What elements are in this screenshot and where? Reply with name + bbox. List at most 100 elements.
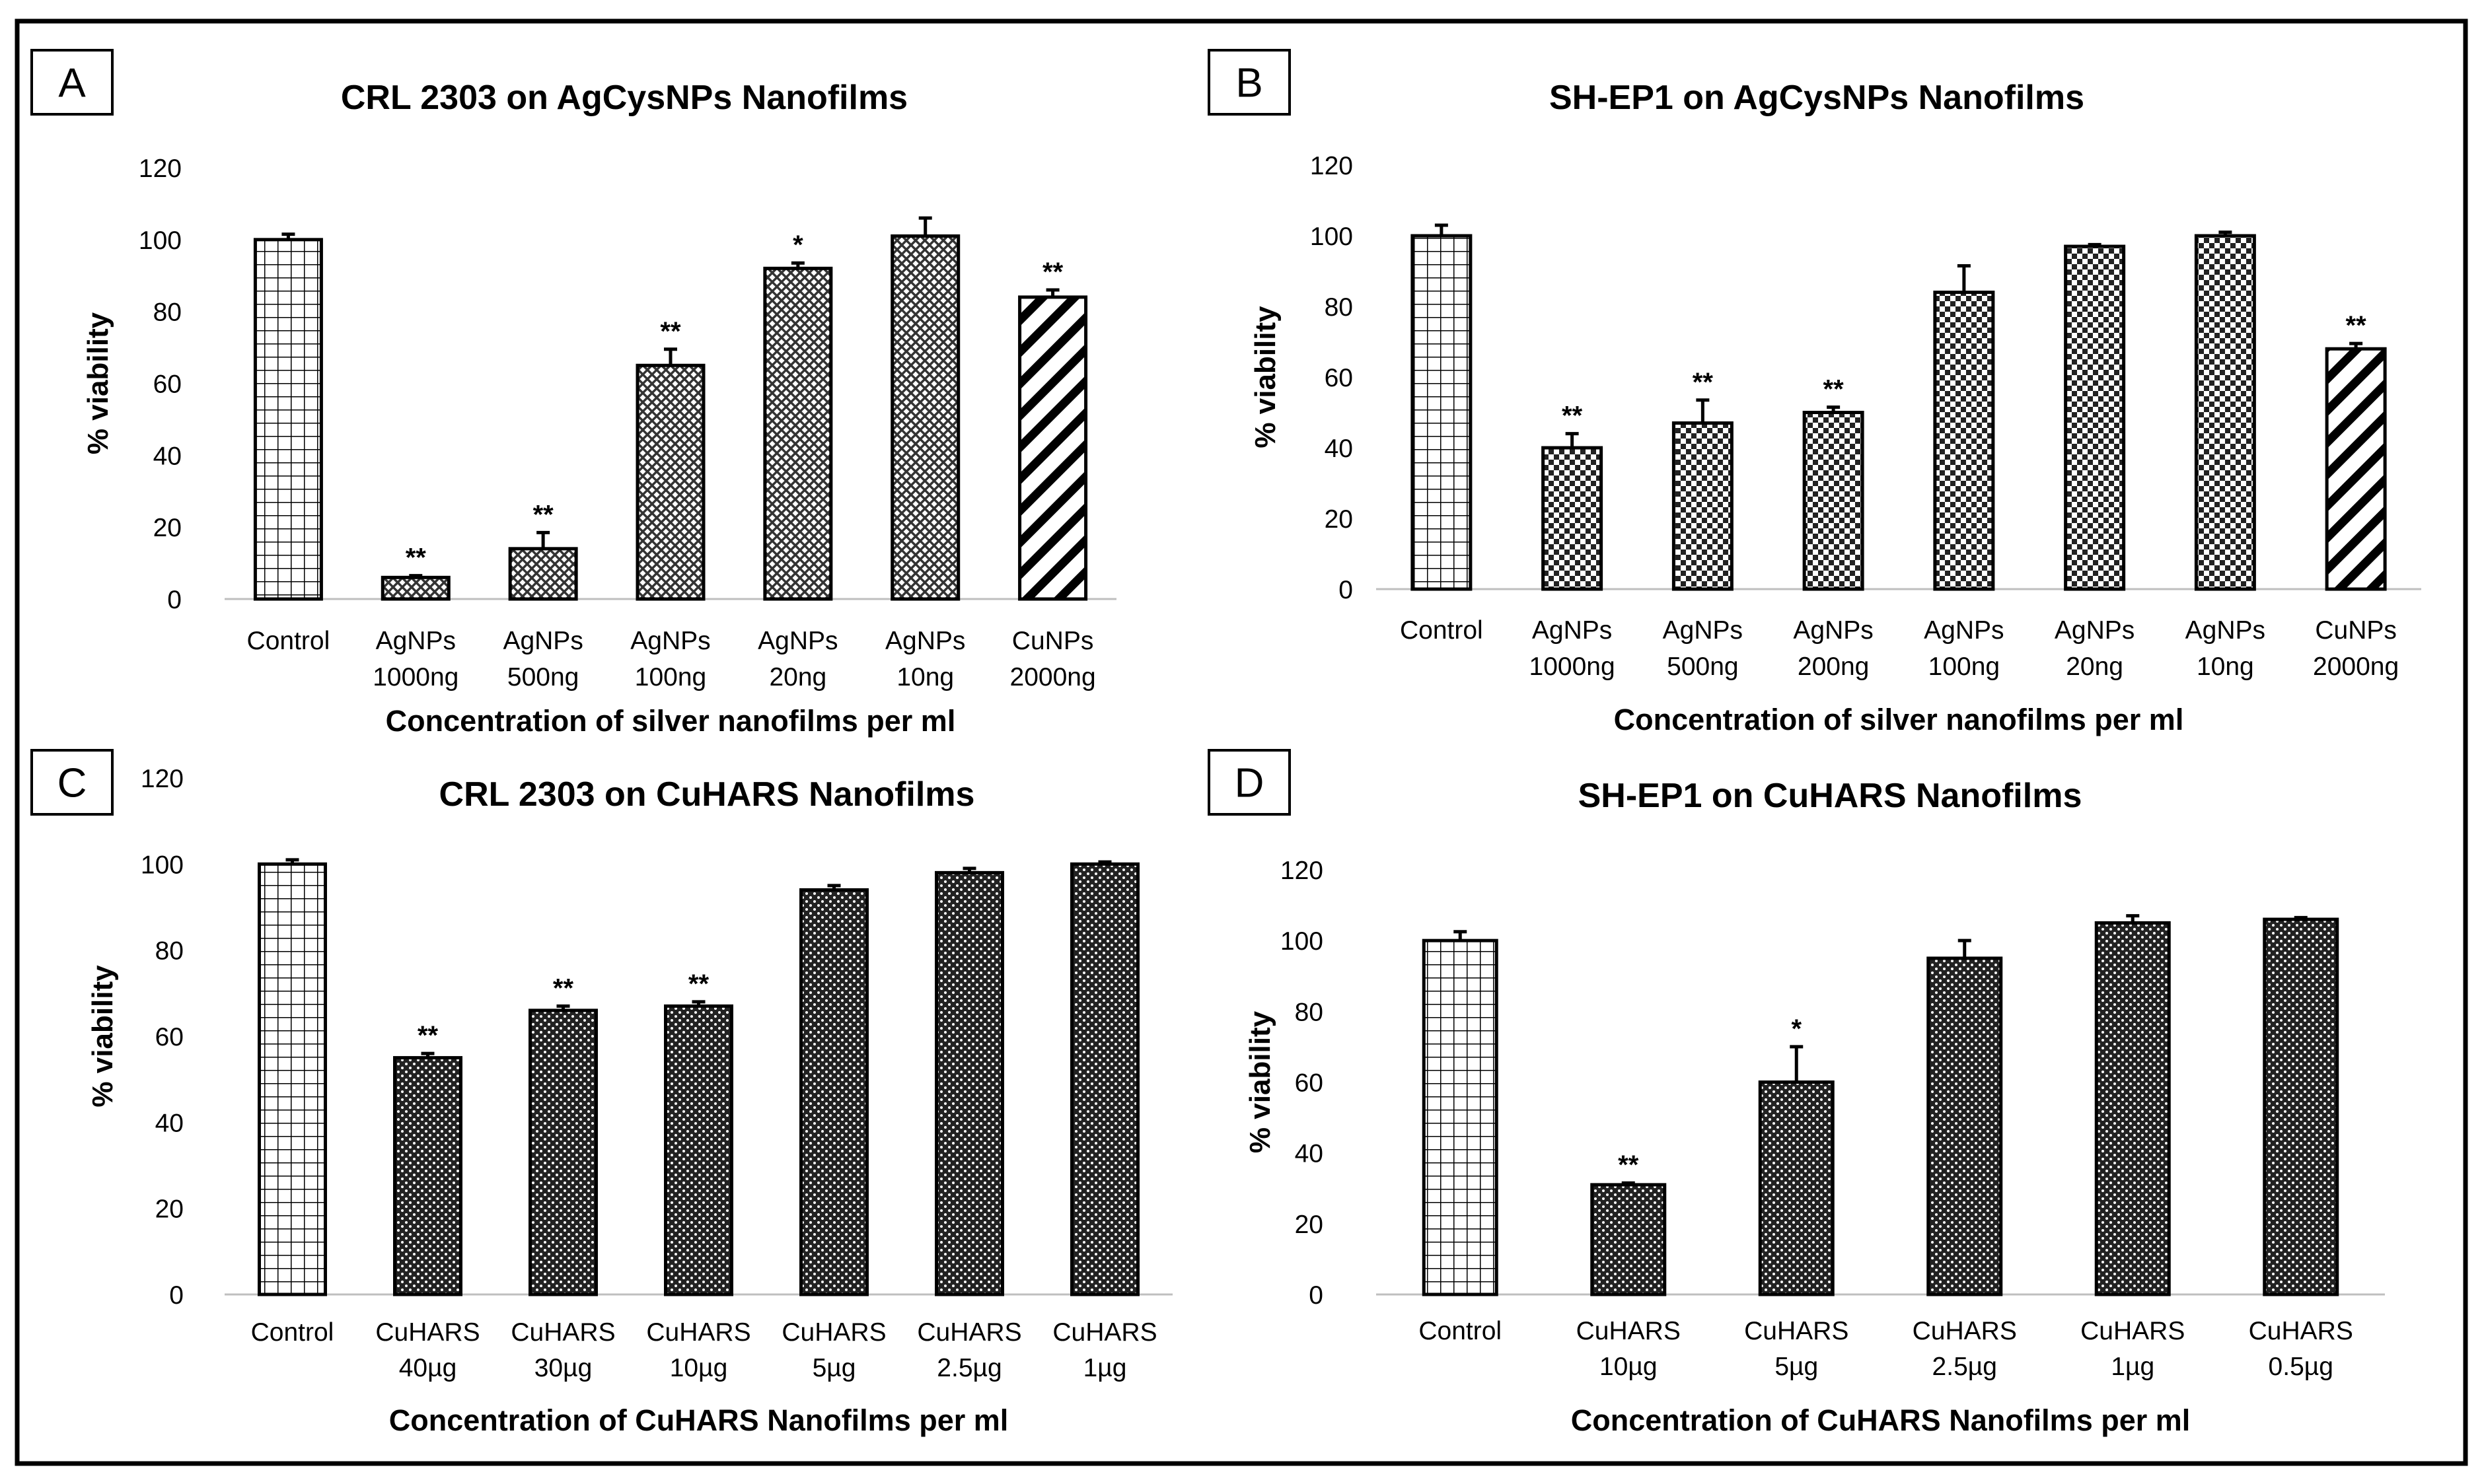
y-tick-label: 40	[155, 1109, 184, 1137]
x-tick-label: AgNPs	[2185, 616, 2265, 645]
bar	[1018, 295, 1088, 601]
significance-marker: **	[1823, 374, 1845, 404]
bar	[2094, 921, 2171, 1296]
bar	[258, 862, 327, 1296]
x-tick-label: AgNPs	[758, 627, 838, 655]
bar	[799, 888, 869, 1296]
panel-a: A CRL 2303 on AgCysNPs Nanofilms 0 20 40 60 80…	[30, 49, 1116, 738]
panel-b: B SH-EP1 on AgCysNPs Nanofilms 0 20 40 60 80 10…	[1208, 49, 2421, 736]
x-tick-label: CuNPs	[1012, 627, 1094, 655]
x-tick-label: AgNPs	[1532, 616, 1612, 645]
x-tick-label: CuNPs	[2315, 616, 2397, 645]
y-tick-label: 20	[155, 1195, 184, 1224]
bar	[891, 234, 961, 601]
x-tick-label: 1000ng	[1529, 653, 1615, 681]
bar	[636, 363, 706, 601]
bar	[529, 1008, 598, 1296]
x-tick-label: 10ng	[2197, 653, 2254, 681]
x-tick-label: AgNPs	[503, 627, 583, 655]
x-tick-label: 2000ng	[1010, 663, 1096, 691]
x-axis-label: Concentration of CuHARS Nanofilms per ml	[1571, 1403, 2191, 1437]
y-tick-label: 0	[167, 586, 182, 614]
y-tick-label: 120	[1310, 152, 1353, 180]
bar	[1422, 938, 1498, 1296]
y-tick-label: 120	[139, 155, 182, 183]
y-tick-label: 20	[1325, 505, 1353, 534]
bar	[763, 266, 833, 601]
y-tick-label: 100	[141, 851, 184, 879]
x-tick-label: 1µg	[1083, 1354, 1127, 1382]
x-tick-label: CuHARS	[1052, 1318, 1157, 1347]
chart-title: CRL 2303 on AgCysNPs Nanofilms	[341, 79, 908, 117]
y-tick-label: 100	[1310, 223, 1353, 251]
significance-marker: *	[1791, 1014, 1802, 1043]
y-tick-label: 80	[1325, 293, 1353, 322]
bar	[1926, 956, 2003, 1296]
y-tick-label: 0	[1309, 1281, 1323, 1310]
y-tick-label: 20	[153, 514, 182, 542]
y-tick-label: 80	[1295, 998, 1323, 1026]
x-tick-label: 1µg	[2111, 1353, 2154, 1381]
bar	[2064, 244, 2126, 591]
bar	[2263, 917, 2339, 1296]
x-tick-label: 1000ng	[373, 663, 458, 691]
x-tick-label: AgNPs	[885, 627, 965, 655]
y-tick-label: 40	[1295, 1140, 1323, 1168]
bar	[1671, 421, 1734, 591]
bar	[393, 1056, 462, 1296]
x-tick-label: Control	[1418, 1317, 1502, 1345]
chart-title: CRL 2303 on CuHARS Nanofilms	[439, 775, 975, 814]
y-tick-label: 40	[1325, 435, 1353, 463]
significance-marker: **	[553, 973, 574, 1003]
x-axis-label: Concentration of CuHARS Nanofilms per ml	[389, 1403, 1009, 1437]
bar	[1410, 234, 1473, 591]
bar	[1590, 1183, 1667, 1296]
bar	[381, 575, 451, 601]
x-axis-label: Concentration of silver nanofilms per ml	[386, 704, 956, 738]
y-axis-label: % viability	[82, 312, 114, 454]
x-tick-label: 30µg	[534, 1354, 593, 1382]
x-tick-label: CuHARS	[646, 1318, 750, 1347]
x-tick-label: 5µg	[813, 1354, 856, 1382]
x-tick-label: Control	[247, 627, 330, 655]
bar	[508, 547, 578, 601]
panel-letter: C	[57, 761, 87, 806]
x-tick-label: 0.5µg	[2269, 1353, 2333, 1381]
x-tick-label: AgNPs	[2055, 616, 2135, 645]
panel-d: D SH-EP1 on CuHARS Nanofilms 0 20 40 60 80 100 1…	[1208, 749, 2385, 1437]
x-tick-label: 5µg	[1774, 1353, 1818, 1381]
x-tick-label: Control	[1400, 616, 1483, 645]
x-tick-label: CuHARS	[1913, 1317, 2017, 1345]
y-axis-label: % viability	[1244, 1010, 1276, 1153]
x-tick-label: AgNPs	[376, 627, 456, 655]
x-tick-label: AgNPs	[1924, 616, 2004, 645]
x-tick-label: CuHARS	[511, 1318, 615, 1347]
significance-marker: **	[688, 970, 710, 999]
bar	[2325, 347, 2387, 591]
x-tick-label: 10µg	[1599, 1353, 1658, 1381]
y-tick-label: 100	[1280, 927, 1323, 956]
bar	[2194, 234, 2256, 591]
y-tick-label: 60	[155, 1023, 184, 1051]
panel-c: C CRL 2303 on CuHARS Nanofilms 0 20 40 60 80 10…	[30, 749, 1173, 1437]
x-tick-label: 20ng	[769, 663, 826, 691]
x-tick-label: 100ng	[1928, 653, 2000, 681]
bar	[935, 870, 1004, 1296]
y-tick-label: 0	[1338, 576, 1353, 604]
x-tick-label: 500ng	[1667, 653, 1738, 681]
bar	[1541, 446, 1603, 591]
panel-letter-box	[30, 49, 114, 116]
significance-marker: *	[793, 230, 803, 260]
y-tick-label: 100	[139, 227, 182, 255]
y-tick-label: 120	[1280, 857, 1323, 885]
bar	[1070, 862, 1140, 1296]
x-tick-label: AgNPs	[1663, 616, 1743, 645]
panel-letter: A	[58, 61, 86, 106]
significance-marker: **	[406, 544, 427, 573]
bar	[253, 238, 323, 601]
significance-marker: **	[533, 500, 554, 529]
panel-letter-box	[1208, 749, 1291, 816]
x-tick-label: 20ng	[2066, 653, 2123, 681]
y-tick-label: 20	[1295, 1211, 1323, 1239]
